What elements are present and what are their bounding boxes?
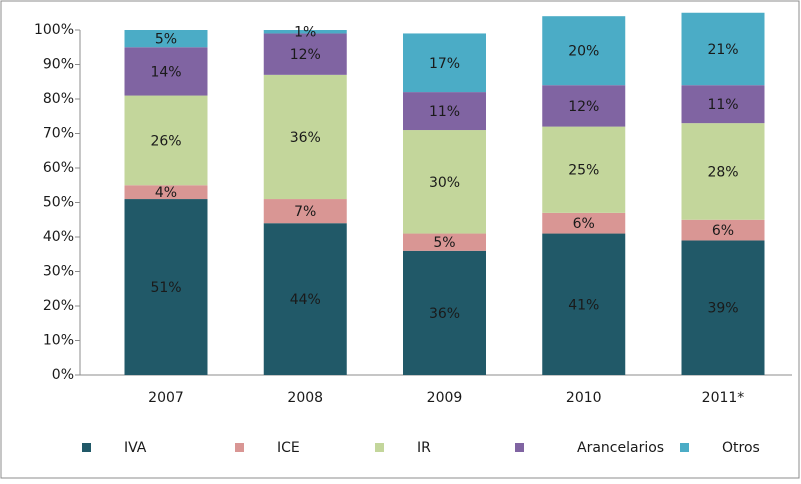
data-label: 14% — [150, 64, 181, 80]
data-label: 5% — [433, 235, 455, 251]
data-label: 30% — [429, 175, 460, 191]
y-tick-label: 100% — [34, 22, 74, 38]
data-label: 7% — [294, 204, 316, 220]
bar-segment — [263, 74, 347, 200]
bar-segment — [124, 95, 208, 186]
legend-swatch — [235, 443, 244, 452]
bar-segment — [542, 233, 626, 375]
data-label: 44% — [290, 292, 321, 308]
data-label: 6% — [573, 216, 595, 232]
bar-segment — [542, 212, 626, 234]
bar-segment — [124, 185, 208, 200]
x-tick-label: 2009 — [427, 390, 463, 406]
legend-label: IVA — [124, 440, 147, 456]
y-tick-label: 70% — [43, 126, 74, 142]
bar-segment — [681, 85, 765, 124]
legend-swatch — [680, 443, 689, 452]
legend-swatch — [82, 443, 91, 452]
y-tick-label: 0% — [52, 367, 74, 383]
y-tick-label: 80% — [43, 91, 74, 107]
data-label: 36% — [290, 130, 321, 146]
data-label: 11% — [707, 97, 738, 113]
y-tick-label: 40% — [43, 229, 74, 245]
data-label: 39% — [707, 301, 738, 317]
bar-segment — [403, 92, 486, 131]
data-label: 6% — [712, 223, 734, 239]
data-label: 20% — [568, 44, 599, 60]
y-tick-label: 60% — [43, 160, 74, 176]
bar-segment — [403, 130, 486, 234]
bar-segment — [124, 47, 208, 96]
data-label: 41% — [568, 297, 599, 313]
x-tick-label: 2010 — [566, 390, 602, 406]
data-label: 25% — [568, 163, 599, 179]
data-label: 21% — [707, 42, 738, 58]
y-tick-label: 10% — [43, 333, 74, 349]
bar-segment — [403, 33, 486, 93]
legend-swatch — [375, 443, 384, 452]
data-label: 17% — [429, 56, 460, 72]
bar-segment — [403, 250, 486, 375]
data-label: 5% — [155, 32, 177, 48]
legend-swatch — [515, 443, 524, 452]
data-label: 36% — [429, 306, 460, 322]
bar-segment — [542, 85, 626, 127]
bar-segment — [542, 126, 626, 213]
data-label: 26% — [150, 133, 181, 149]
y-tick-label: 90% — [43, 57, 74, 73]
data-label: 12% — [568, 99, 599, 115]
bar-segment — [263, 30, 347, 34]
legend-label: Arancelarios — [577, 440, 664, 456]
x-tick-label: 2008 — [287, 390, 323, 406]
bar-segment — [681, 219, 765, 241]
x-tick-label: 2011* — [702, 390, 745, 406]
bar-segment — [681, 12, 765, 86]
data-label: 1% — [294, 25, 316, 41]
y-tick-label: 30% — [43, 264, 74, 280]
bar-segment — [263, 199, 347, 224]
data-label: 11% — [429, 104, 460, 120]
data-label: 28% — [707, 164, 738, 180]
bar-segment — [263, 223, 347, 375]
data-label: 4% — [155, 185, 177, 201]
y-tick-label: 50% — [43, 195, 74, 211]
data-label: 12% — [290, 47, 321, 63]
bar-segment — [124, 199, 208, 375]
bar-segment — [403, 233, 486, 251]
bar-segment — [681, 123, 765, 220]
y-tick-label: 20% — [43, 298, 74, 314]
x-tick-label: 2007 — [148, 390, 184, 406]
bar-segment — [542, 16, 626, 86]
bar-segment — [681, 240, 765, 375]
legend-label: ICE — [277, 440, 300, 456]
legend-label: IR — [417, 440, 431, 456]
legend-label: Otros — [722, 440, 760, 456]
bar-segment — [124, 30, 208, 48]
bar-segment — [263, 33, 347, 75]
data-label: 51% — [150, 280, 181, 296]
